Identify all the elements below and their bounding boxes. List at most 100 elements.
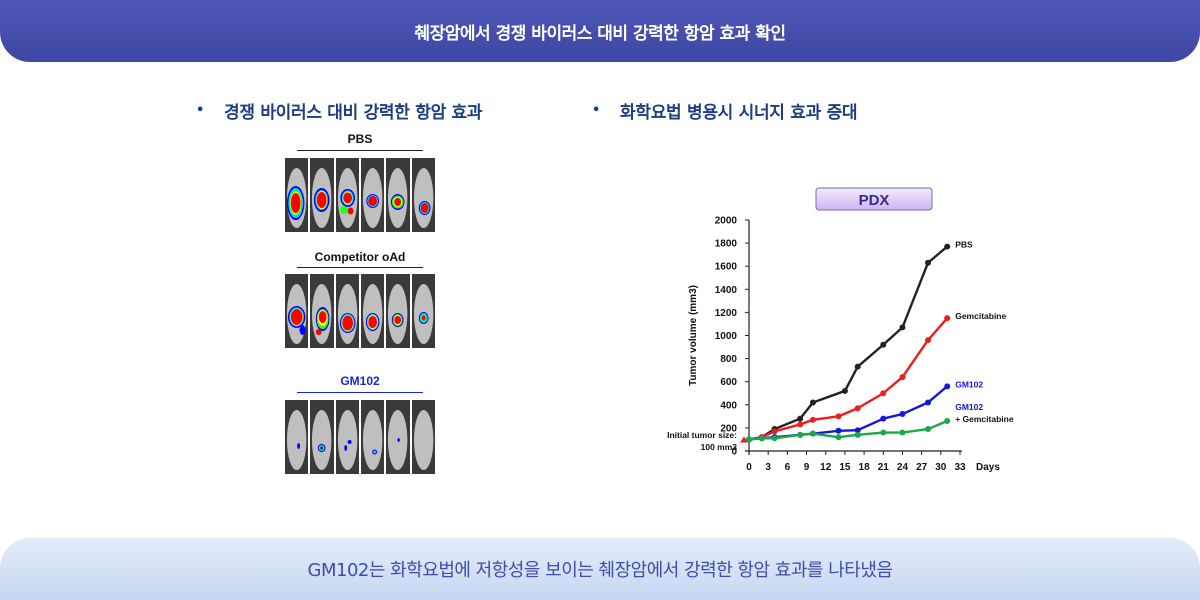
series-label: PBS — [955, 240, 973, 250]
x-tick-label: 9 — [804, 462, 810, 473]
bullet-dot-icon: • — [592, 103, 601, 118]
x-axis-label: Days — [976, 462, 1000, 473]
data-point — [925, 426, 932, 433]
mouse-image — [411, 400, 435, 474]
mouse-image — [386, 400, 410, 474]
x-tick-label: 33 — [954, 462, 966, 473]
series-label: GM102 — [955, 402, 983, 412]
x-tick-label: 27 — [916, 462, 928, 473]
data-point — [899, 374, 906, 381]
x-tick-label: 15 — [839, 462, 851, 473]
data-point — [925, 399, 932, 406]
footer-text: GM102는 화학요법에 저항성을 보이는 췌장암에서 강력한 항암 효과를 나… — [307, 560, 893, 581]
mouse-image — [310, 400, 334, 474]
bullet-dot-icon: • — [196, 103, 205, 118]
mouse-image — [360, 274, 385, 348]
data-point — [835, 434, 842, 441]
mice-image-competitor — [285, 274, 435, 348]
mouse-image — [285, 274, 309, 348]
annotation-arrow-icon — [740, 436, 748, 443]
data-point — [841, 387, 848, 394]
y-tick-label: 1400 — [715, 285, 738, 296]
data-point — [899, 429, 906, 436]
data-point — [746, 436, 752, 443]
data-point — [854, 431, 861, 438]
mouse-image — [335, 274, 359, 348]
mouse-image — [386, 158, 410, 232]
x-tick-label: 24 — [897, 462, 909, 473]
y-tick-label: 1600 — [715, 262, 738, 273]
series-line-0 — [748, 245, 948, 441]
data-point — [925, 259, 932, 266]
mouse-image — [360, 158, 385, 232]
x-tick-label: 18 — [859, 462, 871, 473]
data-point — [809, 399, 816, 406]
x-tick-label: 6 — [785, 462, 791, 473]
x-tick-label: 30 — [935, 462, 947, 473]
mouse-image — [411, 274, 435, 348]
y-tick-label: 2000 — [715, 216, 738, 227]
data-point — [797, 421, 804, 428]
x-tick-label: 21 — [878, 462, 890, 473]
data-point — [771, 435, 778, 442]
data-point — [771, 428, 778, 435]
mouse-image — [310, 274, 334, 348]
panel-label-competitor: Competitor oAd — [314, 250, 406, 264]
series-line-1 — [748, 317, 949, 441]
data-point — [809, 430, 816, 437]
mouse-image — [335, 400, 359, 474]
y-axis-label: Tumor volume (mm3) — [688, 285, 699, 386]
data-point — [880, 390, 887, 397]
tumor-volume-chart: PDX 0 200 400 600 800 1000 1200 1400 1600 1800 200… — [667, 187, 1014, 474]
data-point — [944, 383, 951, 390]
header-banner: 췌장암에서 경쟁 바이러스 대비 강력한 항암 효과 확인 — [0, 0, 1200, 62]
mice-image-gm102 — [285, 400, 435, 474]
x-tick-label: 12 — [820, 462, 832, 473]
panel-rule — [297, 150, 423, 151]
panel-rule — [297, 267, 423, 268]
data-point — [854, 405, 861, 412]
data-point — [854, 427, 861, 434]
annotation-line-2: 100 mm3 — [701, 442, 738, 452]
page-title: 췌장암에서 경쟁 바이러스 대비 강력한 항암 효과 확인 — [414, 23, 786, 44]
data-point — [854, 363, 861, 370]
data-point — [835, 413, 842, 420]
data-point — [797, 431, 804, 438]
data-point — [899, 324, 906, 331]
y-tick-label: 0 — [731, 447, 737, 458]
mouse-image — [285, 400, 309, 474]
chart-title-box — [815, 187, 933, 211]
mouse-image — [411, 158, 435, 232]
data-point — [880, 341, 887, 348]
left-bullet: • 경쟁 바이러스 대비 강력한 항암 효과 — [196, 98, 483, 123]
x-tick-label: 0 — [746, 462, 752, 473]
mouse-image — [386, 274, 410, 348]
data-point — [835, 427, 842, 434]
data-point — [899, 411, 906, 418]
chart-title: PDX — [859, 192, 890, 209]
mouse-image — [335, 158, 359, 232]
panel-rule — [297, 392, 423, 393]
data-point — [880, 429, 887, 436]
y-tick-label: 200 — [720, 423, 737, 434]
footer-banner: GM102는 화학요법에 저항성을 보이는 췌장암에서 강력한 항암 효과를 나… — [0, 538, 1200, 600]
mouse-image — [360, 400, 385, 474]
data-point — [944, 243, 951, 250]
y-tick-label: 600 — [720, 377, 737, 388]
left-bullet-text: 경쟁 바이러스 대비 강력한 항암 효과 — [224, 103, 483, 123]
chart-axes: 0 200 400 600 800 1000 1200 1400 1600 1800 2000 0 3 6… — [667, 216, 1000, 474]
data-point — [880, 415, 887, 422]
data-point — [809, 416, 816, 423]
series-label: + Gemcitabine — [955, 414, 1014, 424]
right-bullet-text: 화학요법 병용시 시너지 효과 증대 — [620, 103, 858, 123]
data-point — [944, 417, 951, 424]
y-tick-label: 400 — [720, 400, 737, 411]
series-label: Gemcitabine — [955, 311, 1006, 321]
right-bullet: • 화학요법 병용시 시너지 효과 증대 — [592, 98, 858, 123]
y-tick-label: 1800 — [715, 239, 738, 250]
series-label: GM102 — [955, 379, 983, 389]
mouse-image — [310, 158, 334, 232]
panel-label-gm102: GM102 — [340, 374, 380, 388]
y-tick-label: 1000 — [715, 331, 738, 342]
data-point — [797, 415, 804, 422]
